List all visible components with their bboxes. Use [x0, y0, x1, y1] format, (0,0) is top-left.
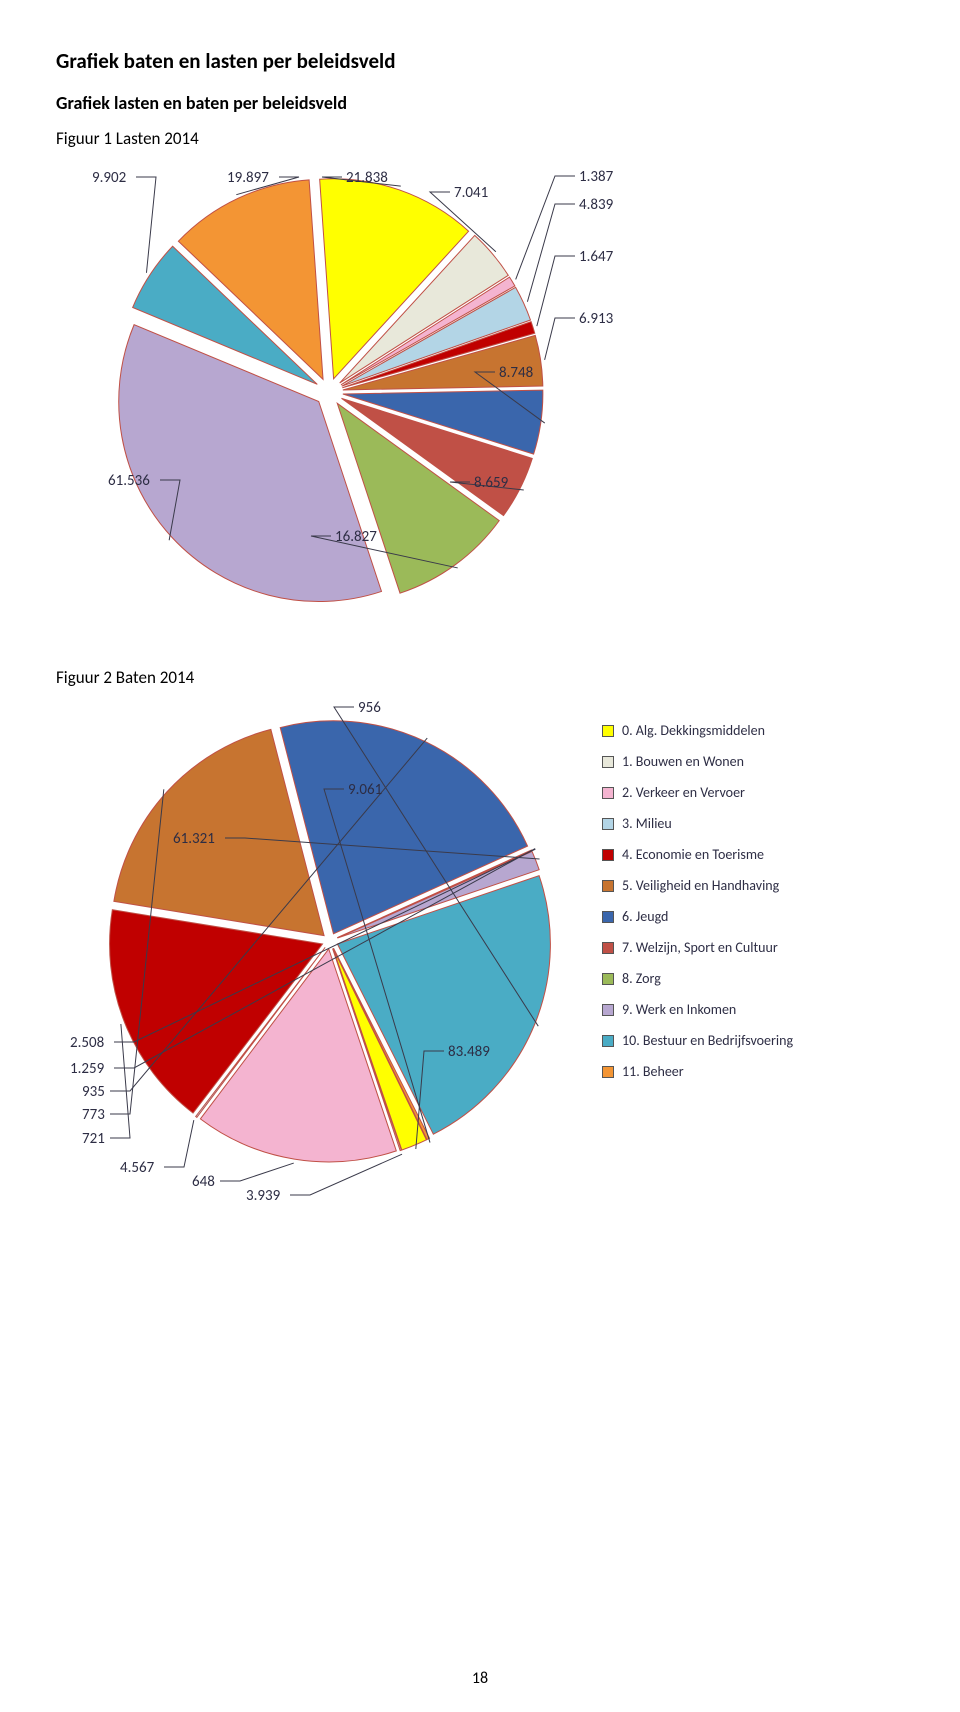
- legend-item: 11. Beheer: [602, 1063, 793, 1080]
- page: Grafiek baten en lasten per beleidsveld …: [0, 0, 960, 1712]
- slice-label: 4.567: [120, 1159, 155, 1177]
- legend-item: 6. Jeugd: [602, 908, 793, 925]
- slice-label: 4.839: [579, 196, 614, 214]
- legend-swatch: [602, 756, 614, 768]
- legend-label: 4. Economie en Toerisme: [622, 846, 764, 863]
- legend: 0. Alg. Dekkingsmiddelen 1. Bouwen en Won…: [602, 722, 793, 1094]
- legend-swatch: [602, 1004, 614, 1016]
- legend-swatch: [602, 973, 614, 985]
- legend-swatch: [602, 942, 614, 954]
- caption-fig2: Figuur 2 Baten 2014: [56, 667, 904, 688]
- legend-item: 10. Bestuur en Bedrijfsvoering: [602, 1032, 793, 1049]
- legend-item: 7. Welzijn, Sport en Cultuur: [602, 939, 793, 956]
- fig2-wrap: 83.489 3.939 648 4.567 721 773 935 1.259 2.508 61…: [62, 696, 904, 1216]
- title-sub: Grafiek lasten en baten per beleidsveld: [56, 92, 904, 114]
- legend-swatch: [602, 1066, 614, 1078]
- legend-item: 1. Bouwen en Wonen: [602, 753, 793, 770]
- slice-label: 21.838: [346, 169, 388, 187]
- legend-item: 3. Milieu: [602, 815, 793, 832]
- legend-swatch: [602, 880, 614, 892]
- legend-label: 1. Bouwen en Wonen: [622, 753, 744, 770]
- title-main: Grafiek baten en lasten per beleidsveld: [56, 48, 904, 74]
- slice-label: 83.489: [448, 1043, 490, 1061]
- legend-item: 0. Alg. Dekkingsmiddelen: [602, 722, 793, 739]
- slice-label: 648: [192, 1173, 215, 1191]
- leader-line: [537, 256, 575, 326]
- legend-swatch: [602, 1035, 614, 1047]
- legend-label: 9. Werk en Inkomen: [622, 1001, 736, 1018]
- legend-label: 6. Jeugd: [622, 908, 668, 925]
- slice-label: 9.061: [348, 781, 382, 799]
- leader-line: [516, 176, 575, 279]
- legend-label: 0. Alg. Dekkingsmiddelen: [622, 722, 765, 739]
- slice-label: 8.659: [474, 474, 509, 492]
- legend-label: 3. Milieu: [622, 815, 672, 832]
- slice-label: 721: [82, 1130, 105, 1148]
- legend-item: 5. Veiligheid en Handhaving: [602, 877, 793, 894]
- legend-label: 11. Beheer: [622, 1063, 684, 1080]
- legend-swatch: [602, 725, 614, 737]
- legend-item: 2. Verkeer en Vervoer: [602, 784, 793, 801]
- slice-label: 9.902: [92, 169, 126, 187]
- leader-line: [164, 1120, 194, 1167]
- slice-label: 1.647: [579, 248, 614, 266]
- slice-label: 7.041: [454, 184, 488, 202]
- caption-fig1: Figuur 1 Lasten 2014: [56, 128, 904, 149]
- legend-label: 7. Welzijn, Sport en Cultuur: [622, 939, 778, 956]
- slice-label: 61.536: [108, 472, 150, 490]
- fig2-pie: 83.489 3.939 648 4.567 721 773 935 1.259 2.508 61…: [62, 696, 622, 1216]
- legend-swatch: [602, 911, 614, 923]
- slice-label: 61.321: [173, 830, 215, 848]
- legend-swatch: [602, 818, 614, 830]
- slice-label: 1.387: [579, 168, 614, 186]
- slice-label: 935: [82, 1083, 105, 1101]
- leader-line: [527, 204, 575, 302]
- leader-line: [110, 1024, 130, 1138]
- slice-label: 773: [82, 1106, 105, 1124]
- legend-item: 4. Economie en Toerisme: [602, 846, 793, 863]
- legend-label: 8. Zorg: [622, 970, 661, 987]
- slice-label: 16.827: [335, 528, 377, 546]
- legend-swatch: [602, 787, 614, 799]
- legend-label: 10. Bestuur en Bedrijfsvoering: [622, 1032, 793, 1049]
- slice-label: 3.939: [246, 1187, 281, 1205]
- leader-line: [545, 318, 575, 360]
- page-number: 18: [0, 1669, 960, 1688]
- slice-label: 1.259: [70, 1060, 105, 1078]
- legend-item: 8. Zorg: [602, 970, 793, 987]
- legend-label: 5. Veiligheid en Handhaving: [622, 877, 779, 894]
- slice-label: 8.748: [499, 364, 533, 382]
- fig1-pie: 21.838 7.041 1.387 4.839 1.647 6.913 8.748 8.65…: [46, 157, 686, 627]
- slice-label: 19.897: [227, 169, 269, 187]
- legend-item: 9. Werk en Inkomen: [602, 1001, 793, 1018]
- leader-line: [136, 177, 156, 273]
- slice-label: 956: [358, 699, 381, 717]
- legend-swatch: [602, 849, 614, 861]
- slice-label: 6.913: [579, 310, 614, 328]
- fig1-wrap: 21.838 7.041 1.387 4.839 1.647 6.913 8.748 8.65…: [46, 157, 904, 627]
- leader-line: [220, 1163, 294, 1181]
- slice-label: 2.508: [70, 1034, 104, 1052]
- legend-label: 2. Verkeer en Vervoer: [622, 784, 745, 801]
